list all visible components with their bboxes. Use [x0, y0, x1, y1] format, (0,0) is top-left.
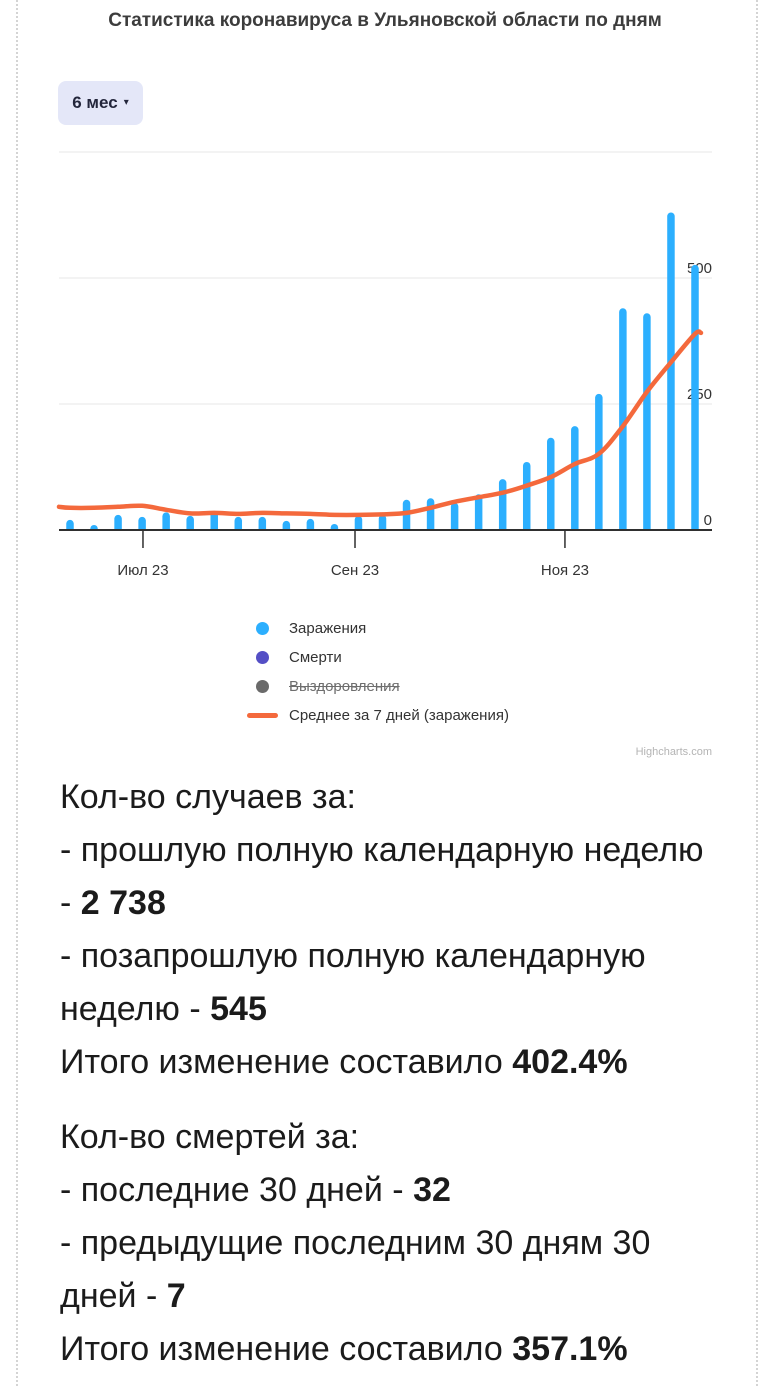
legend-item-смерти[interactable]: Смерти: [247, 643, 509, 672]
stat-line: - предыдущие последним 30 дням 30: [60, 1224, 651, 1262]
stat-block: Кол-во случаев за: - прошлую полную кален…: [60, 771, 760, 1089]
circle-marker-icon: [247, 651, 278, 664]
stat-line: - прошлую полную календарную неделю: [60, 831, 704, 869]
right-dotted-border: [756, 0, 758, 1386]
stat-line: неделю - 545: [60, 990, 267, 1028]
bar: [282, 520, 291, 530]
left-dotted-border: [16, 0, 18, 1386]
bar: [234, 516, 243, 530]
stat-block: Кол-во смертей за: - последние 30 дней - …: [60, 1111, 760, 1376]
x-axis-label: Ноя 23: [541, 562, 589, 579]
stat-line: Итого изменение составило 357.1%: [60, 1330, 628, 1368]
bar: [378, 514, 387, 530]
bar: [186, 515, 194, 530]
circle-marker-icon: [247, 622, 278, 635]
legend-item-выздоровления[interactable]: Выздоровления: [247, 672, 509, 701]
bar: [450, 502, 459, 530]
stat-line: Итого изменение составило 402.4%: [60, 1043, 628, 1081]
bar: [643, 313, 651, 530]
bar: [306, 518, 315, 530]
bar: [667, 212, 675, 530]
stat-line: Кол-во смертей за:: [60, 1118, 360, 1156]
bar: [498, 479, 507, 530]
y-axis-label: 500: [687, 260, 712, 277]
x-axis-label: Сен 23: [331, 562, 379, 579]
legend-label: Среднее за 7 дней (заражения): [289, 707, 509, 724]
chart-legend: Заражения Смерти Выздоровления Среднее за 7…: [247, 614, 509, 730]
bar: [138, 516, 146, 530]
avg-line-series: [56, 329, 704, 518]
bar: [474, 494, 483, 530]
bar: [522, 461, 531, 530]
bar: [330, 523, 339, 530]
stat-line: Кол-во случаев за:: [60, 778, 356, 816]
legend-label: Смерти: [289, 649, 342, 666]
chevron-down-icon: ▾: [123, 97, 129, 108]
bar: [210, 510, 218, 530]
bar: [66, 519, 74, 530]
stat-line: - последние 30 дней - 32: [60, 1171, 451, 1209]
bar: [114, 514, 122, 530]
covid-chart: 0 250 500 Июл 23 Сен 23 Ноя 23: [56, 151, 712, 579]
bar: [162, 512, 170, 530]
bar: [595, 393, 603, 530]
legend-item-заражения[interactable]: Заражения: [247, 614, 509, 643]
bar: [691, 264, 699, 530]
bar: [619, 308, 627, 530]
bar: [90, 524, 98, 530]
page-title: Статистика коронавируса в Ульяновской об…: [108, 10, 662, 31]
bar: [547, 437, 555, 530]
stat-line: - позапрошлую полную календарную: [60, 937, 646, 975]
bar: [571, 426, 579, 530]
y-axis-label: 250: [687, 386, 712, 403]
x-axis-label: Июл 23: [117, 562, 168, 579]
legend-label: Заражения: [289, 620, 367, 637]
range-selector-label: 6 мес: [72, 93, 118, 112]
legend-label: Выздоровления: [289, 678, 400, 695]
stat-line: дней - 7: [60, 1277, 186, 1315]
range-selector-button[interactable]: 6 мес ▾: [58, 81, 143, 125]
y-axis-label: 0: [704, 512, 712, 529]
bar: [258, 516, 267, 530]
circle-marker-icon: [247, 680, 278, 693]
stat-line: - 2 738: [60, 884, 166, 922]
line-marker-icon: [247, 713, 278, 718]
bars-series-infections: [66, 212, 699, 530]
stats-text: Кол-во случаев за: - прошлую полную кален…: [60, 771, 760, 1376]
highcharts-credit-link[interactable]: Highcharts.com: [635, 746, 712, 758]
legend-item-avg-line[interactable]: Среднее за 7 дней (заражения): [247, 701, 509, 730]
bar: [354, 515, 363, 530]
